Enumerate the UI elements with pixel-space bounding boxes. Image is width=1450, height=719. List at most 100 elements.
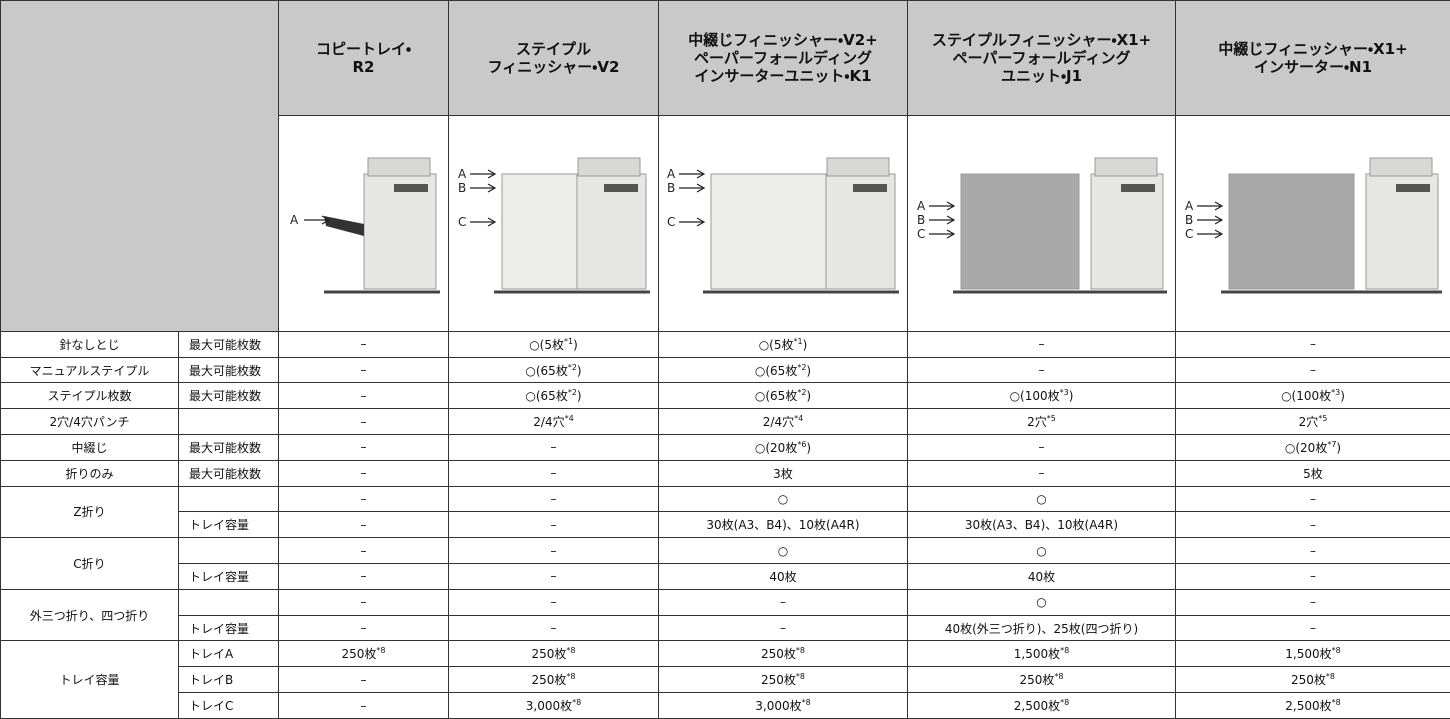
- cell-text: –: [1038, 337, 1045, 352]
- tray-label: A: [458, 167, 467, 181]
- value-cell: ○(5枚*1): [448, 330, 659, 358]
- data-row: ステイプル枚数 最大可能枚数 – ○(65枚*2) ○(65枚*2) ○(100枚*3) ○…: [0, 382, 1450, 410]
- tray-arrow-head: [696, 183, 706, 193]
- data-row: トレイ容量 – – 30枚(A3、B4)、10枚(A4R) 30枚(A3、B4)、10枚…: [1, 511, 1450, 539]
- cell-text: ○(100枚: [1281, 389, 1332, 404]
- data-row: 折りのみ 最大可能枚数 – – 3枚 – 5枚: [0, 459, 1450, 487]
- footnote-mark: *3: [1331, 388, 1341, 398]
- value-cell: ○: [907, 588, 1176, 616]
- value-cell: 250枚*8: [448, 640, 659, 668]
- value-cell: –: [1175, 330, 1450, 358]
- sub-label: トレイ容量: [178, 511, 279, 539]
- value-cell: 250枚*8: [278, 640, 449, 668]
- sub-label: 最大可能枚数: [178, 382, 279, 410]
- footnote-mark: *2: [567, 362, 577, 372]
- footnote-mark: *8: [801, 698, 811, 707]
- cell-text: 1,500枚: [1013, 647, 1061, 662]
- tray-arrow-head: [321, 215, 330, 225]
- sub-label: [178, 537, 279, 565]
- cell-text: –: [1310, 621, 1316, 635]
- copier-panel: [1120, 183, 1155, 192]
- copier-panel: [853, 183, 887, 192]
- cell-text: –: [360, 414, 367, 429]
- cell-text-end: ): [1068, 389, 1074, 404]
- value-cell: 40枚(外三つ折り)、25枚(四つ折り): [907, 614, 1176, 642]
- cell-text: –: [1310, 517, 1316, 532]
- tray-label: C: [917, 227, 925, 241]
- sub-label: トレイC: [178, 692, 279, 719]
- value-cell: ○(100枚*3): [907, 382, 1176, 410]
- data-row: 2穴/4穴パンチ –2/4穴*4 2/4穴*4 2穴*5 2穴*5: [0, 408, 1450, 436]
- data-row: C折り – – ○ ○ –: [0, 537, 1450, 590]
- tray-label: C: [458, 215, 466, 229]
- tray-arrow-head: [1214, 201, 1223, 211]
- cell-text-end: ): [1340, 389, 1345, 404]
- cell-text: –: [550, 492, 557, 507]
- machine-illustration: ABC: [1185, 157, 1442, 294]
- cell-text: ○(5枚: [758, 337, 794, 352]
- tray-label: B: [667, 181, 675, 195]
- footnote-mark: *1: [793, 336, 803, 346]
- sub-label: トレイ容量: [178, 563, 279, 590]
- value-cell: –: [278, 356, 449, 384]
- footnote-mark: *1: [564, 336, 574, 346]
- value-cell: 1,500枚*8: [907, 640, 1176, 668]
- product-name-line: R2: [352, 58, 375, 77]
- value-cell: –: [1175, 537, 1450, 565]
- tray-arrow-head: [946, 215, 955, 225]
- cell-text: –: [550, 595, 557, 610]
- cell-text: –: [1310, 595, 1316, 610]
- copier-top: [1094, 157, 1157, 177]
- cell-text: 5枚: [1303, 466, 1323, 481]
- cell-text-end: ): [806, 389, 812, 404]
- copier-top: [577, 157, 640, 177]
- cell-text: –: [360, 337, 367, 352]
- value-cell: –: [278, 563, 449, 590]
- value-cell: –: [907, 434, 1176, 461]
- sub-label-text: 最大可能枚数: [189, 440, 262, 455]
- footnote-mark: *4: [794, 414, 804, 424]
- cell-text: 30枚(A3、B4)、10枚(A4R): [964, 518, 1119, 533]
- product-name: ステイプルフィニッシャー・X1+ ペーパーフォールディング ユニット・J1: [907, 0, 1176, 117]
- value-cell: ○(65枚*2): [448, 356, 659, 384]
- product-name-line: 中綴じフィニッシャー・V2+: [688, 31, 878, 50]
- tray-label: A: [290, 213, 299, 227]
- cell-text: 250枚: [531, 647, 567, 662]
- copier-body: [1090, 173, 1163, 290]
- footnote-mark: *8: [795, 672, 805, 682]
- value-cell: –: [278, 537, 449, 565]
- footnote-mark: *8: [1325, 672, 1335, 682]
- product-name-line: インサーターユニット・K1: [694, 67, 872, 86]
- sub-label-text: 最大可能枚数: [189, 466, 262, 481]
- cell-text: –: [550, 517, 557, 532]
- value-cell: 250枚*8: [448, 666, 659, 693]
- data-row: Z折り – – ○ ○ –: [0, 485, 1450, 539]
- cell-text: –: [360, 595, 367, 610]
- feature-label: Z折り: [0, 485, 179, 539]
- cell-text: ○(65枚: [525, 389, 568, 404]
- value-cell: –: [278, 459, 449, 487]
- cell-text: 250枚: [1019, 673, 1055, 688]
- footnote-mark: *8: [572, 698, 582, 707]
- sub-label-text: トレイA: [189, 647, 234, 662]
- data-row: 外三つ折り、四つ折り – – – ○ –: [0, 588, 1450, 642]
- value-cell: 2穴*5: [1175, 408, 1450, 436]
- footnote-mark: *7: [1327, 439, 1337, 449]
- value-cell: ○(100枚*3): [1175, 382, 1450, 410]
- cell-text: –: [1310, 337, 1316, 352]
- value-cell: –: [278, 511, 449, 539]
- cell-text: 2/4穴: [533, 415, 565, 430]
- product-name-line: ステイプル: [515, 40, 591, 59]
- tray-label: A: [667, 167, 676, 181]
- product-name-line: フィニッシャー・V2: [487, 58, 620, 77]
- cell-text: –: [360, 466, 367, 481]
- copier-body: [1365, 173, 1438, 290]
- cell-text-end: ): [806, 440, 812, 455]
- value-cell: –: [1175, 588, 1450, 616]
- footnote-mark: *4: [564, 414, 574, 424]
- footnote-mark: *6: [797, 439, 807, 449]
- value-cell: –: [448, 434, 659, 461]
